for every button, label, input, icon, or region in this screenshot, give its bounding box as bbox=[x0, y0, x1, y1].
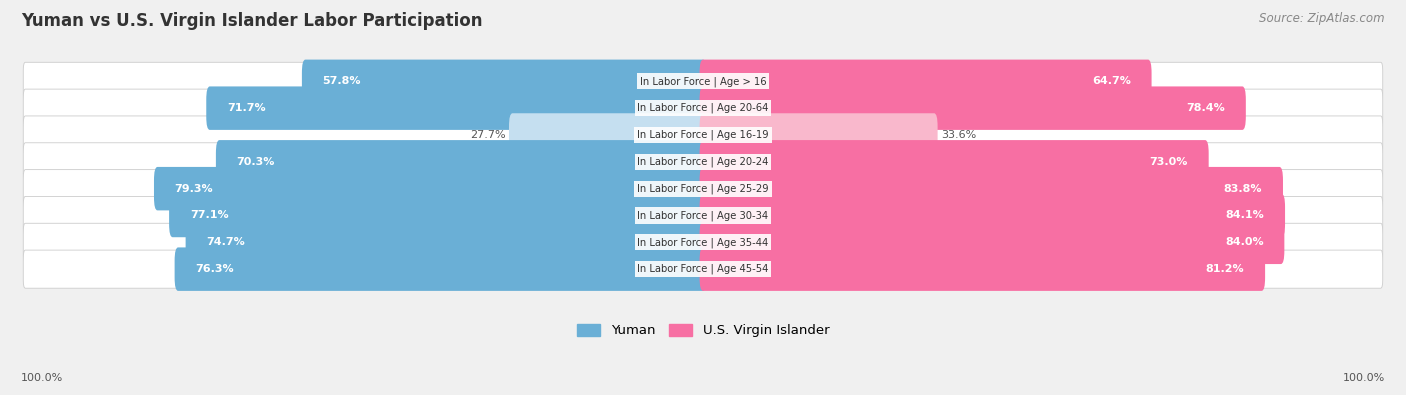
FancyBboxPatch shape bbox=[186, 220, 706, 264]
FancyBboxPatch shape bbox=[700, 220, 1284, 264]
Text: 83.8%: 83.8% bbox=[1223, 184, 1263, 194]
Text: 76.3%: 76.3% bbox=[195, 264, 233, 274]
FancyBboxPatch shape bbox=[174, 247, 706, 291]
FancyBboxPatch shape bbox=[207, 87, 706, 130]
Text: 71.7%: 71.7% bbox=[226, 103, 266, 113]
FancyBboxPatch shape bbox=[24, 62, 1382, 100]
FancyBboxPatch shape bbox=[700, 87, 1246, 130]
FancyBboxPatch shape bbox=[24, 89, 1382, 127]
FancyBboxPatch shape bbox=[700, 194, 1285, 237]
Text: 79.3%: 79.3% bbox=[174, 184, 214, 194]
Text: 78.4%: 78.4% bbox=[1187, 103, 1225, 113]
FancyBboxPatch shape bbox=[700, 167, 1284, 211]
Text: 77.1%: 77.1% bbox=[190, 211, 228, 220]
Text: 100.0%: 100.0% bbox=[1343, 373, 1385, 383]
Text: 33.6%: 33.6% bbox=[941, 130, 976, 140]
Text: In Labor Force | Age 16-19: In Labor Force | Age 16-19 bbox=[637, 130, 769, 140]
Legend: Yuman, U.S. Virgin Islander: Yuman, U.S. Virgin Islander bbox=[571, 318, 835, 342]
Text: 57.8%: 57.8% bbox=[322, 76, 361, 87]
Text: In Labor Force | Age 25-29: In Labor Force | Age 25-29 bbox=[637, 183, 769, 194]
FancyBboxPatch shape bbox=[302, 60, 706, 103]
Text: 84.0%: 84.0% bbox=[1225, 237, 1264, 247]
FancyBboxPatch shape bbox=[700, 140, 1209, 184]
FancyBboxPatch shape bbox=[509, 113, 706, 157]
Text: 81.2%: 81.2% bbox=[1206, 264, 1244, 274]
FancyBboxPatch shape bbox=[24, 169, 1382, 208]
FancyBboxPatch shape bbox=[155, 167, 706, 211]
Text: In Labor Force | Age 35-44: In Labor Force | Age 35-44 bbox=[637, 237, 769, 248]
Text: Source: ZipAtlas.com: Source: ZipAtlas.com bbox=[1260, 12, 1385, 25]
FancyBboxPatch shape bbox=[169, 194, 706, 237]
Text: In Labor Force | Age 30-34: In Labor Force | Age 30-34 bbox=[637, 210, 769, 221]
FancyBboxPatch shape bbox=[700, 113, 938, 157]
Text: 70.3%: 70.3% bbox=[236, 157, 276, 167]
Text: 64.7%: 64.7% bbox=[1092, 76, 1130, 87]
Text: 84.1%: 84.1% bbox=[1226, 211, 1264, 220]
Text: In Labor Force | Age 45-54: In Labor Force | Age 45-54 bbox=[637, 264, 769, 275]
FancyBboxPatch shape bbox=[24, 250, 1382, 288]
Text: 100.0%: 100.0% bbox=[21, 373, 63, 383]
Text: 74.7%: 74.7% bbox=[207, 237, 245, 247]
Text: In Labor Force | Age 20-24: In Labor Force | Age 20-24 bbox=[637, 156, 769, 167]
FancyBboxPatch shape bbox=[700, 247, 1265, 291]
Text: Yuman vs U.S. Virgin Islander Labor Participation: Yuman vs U.S. Virgin Islander Labor Part… bbox=[21, 12, 482, 30]
FancyBboxPatch shape bbox=[217, 140, 706, 184]
Text: In Labor Force | Age > 16: In Labor Force | Age > 16 bbox=[640, 76, 766, 87]
Text: 73.0%: 73.0% bbox=[1150, 157, 1188, 167]
FancyBboxPatch shape bbox=[24, 196, 1382, 235]
FancyBboxPatch shape bbox=[700, 60, 1152, 103]
FancyBboxPatch shape bbox=[24, 143, 1382, 181]
Text: 27.7%: 27.7% bbox=[470, 130, 506, 140]
Text: In Labor Force | Age 20-64: In Labor Force | Age 20-64 bbox=[637, 103, 769, 113]
FancyBboxPatch shape bbox=[24, 116, 1382, 154]
FancyBboxPatch shape bbox=[24, 223, 1382, 261]
